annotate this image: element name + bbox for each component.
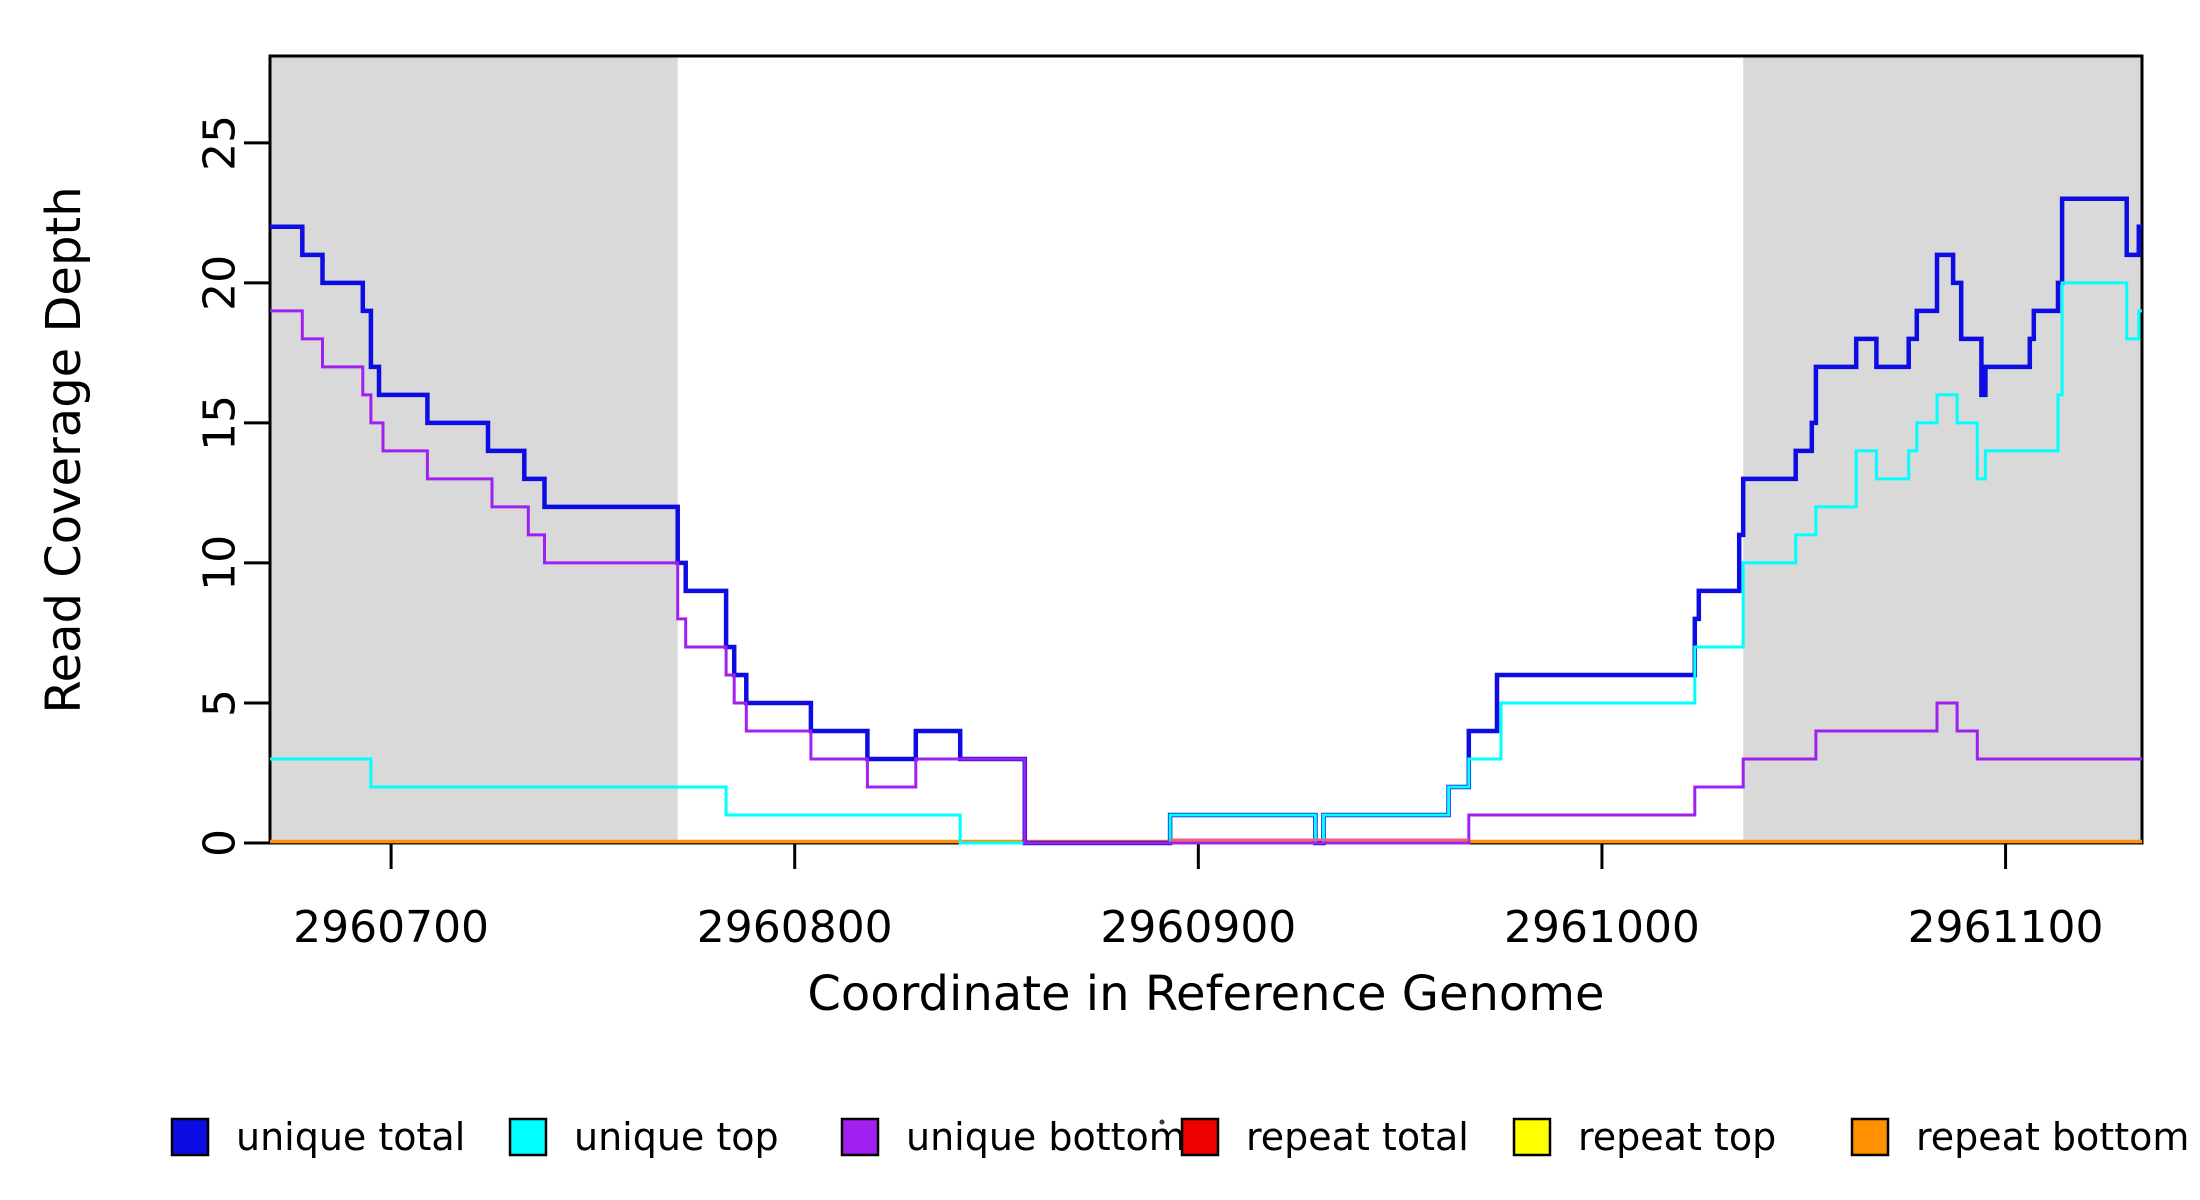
y-axis-tick-label: 0	[195, 829, 246, 857]
x-axis-tick-label: 2960700	[293, 902, 489, 953]
legend-swatch-unique-total	[170, 1117, 210, 1157]
legend-label-repeat-total: repeat total	[1246, 1115, 1469, 1159]
x-axis-tick-label: 2961000	[1504, 902, 1700, 953]
legend-artifact-dot	[1159, 1119, 1165, 1125]
legend-swatch-repeat-top	[1512, 1117, 1552, 1157]
x-axis-tick-label: 2960800	[697, 902, 893, 953]
legend-swatch-unique-top	[508, 1117, 548, 1157]
y-axis-tick-label: 25	[195, 115, 246, 171]
left-repeat-region-shading	[270, 56, 678, 843]
series-unique-top-line	[270, 281, 2142, 845]
series-unique-bottom-line	[270, 309, 2142, 845]
x-axis-tick-label: 2960900	[1100, 902, 1296, 953]
legend-swatch-unique-bottom	[840, 1117, 880, 1157]
y-axis-title: Read Coverage Depth	[36, 186, 92, 713]
y-axis-tick-label: 15	[195, 395, 246, 451]
y-axis-tick-label: 10	[195, 535, 246, 591]
legend-label-unique-top: unique top	[574, 1115, 779, 1159]
x-axis-tick-label: 2961100	[1908, 902, 2104, 953]
y-axis-tick-label: 20	[195, 255, 246, 311]
legend-label-repeat-bottom: repeat bottom	[1916, 1115, 2189, 1159]
legend-label-unique-bottom: unique bottom	[906, 1115, 1186, 1159]
legend-label-unique-total: unique total	[236, 1115, 465, 1159]
legend-label-repeat-top: repeat top	[1578, 1115, 1776, 1159]
legend-swatch-repeat-bottom	[1850, 1117, 1890, 1157]
legend-swatch-repeat-total	[1180, 1117, 1220, 1157]
y-axis-tick-label: 5	[195, 689, 246, 717]
x-axis-title: Coordinate in Reference Genome	[807, 966, 1604, 1022]
